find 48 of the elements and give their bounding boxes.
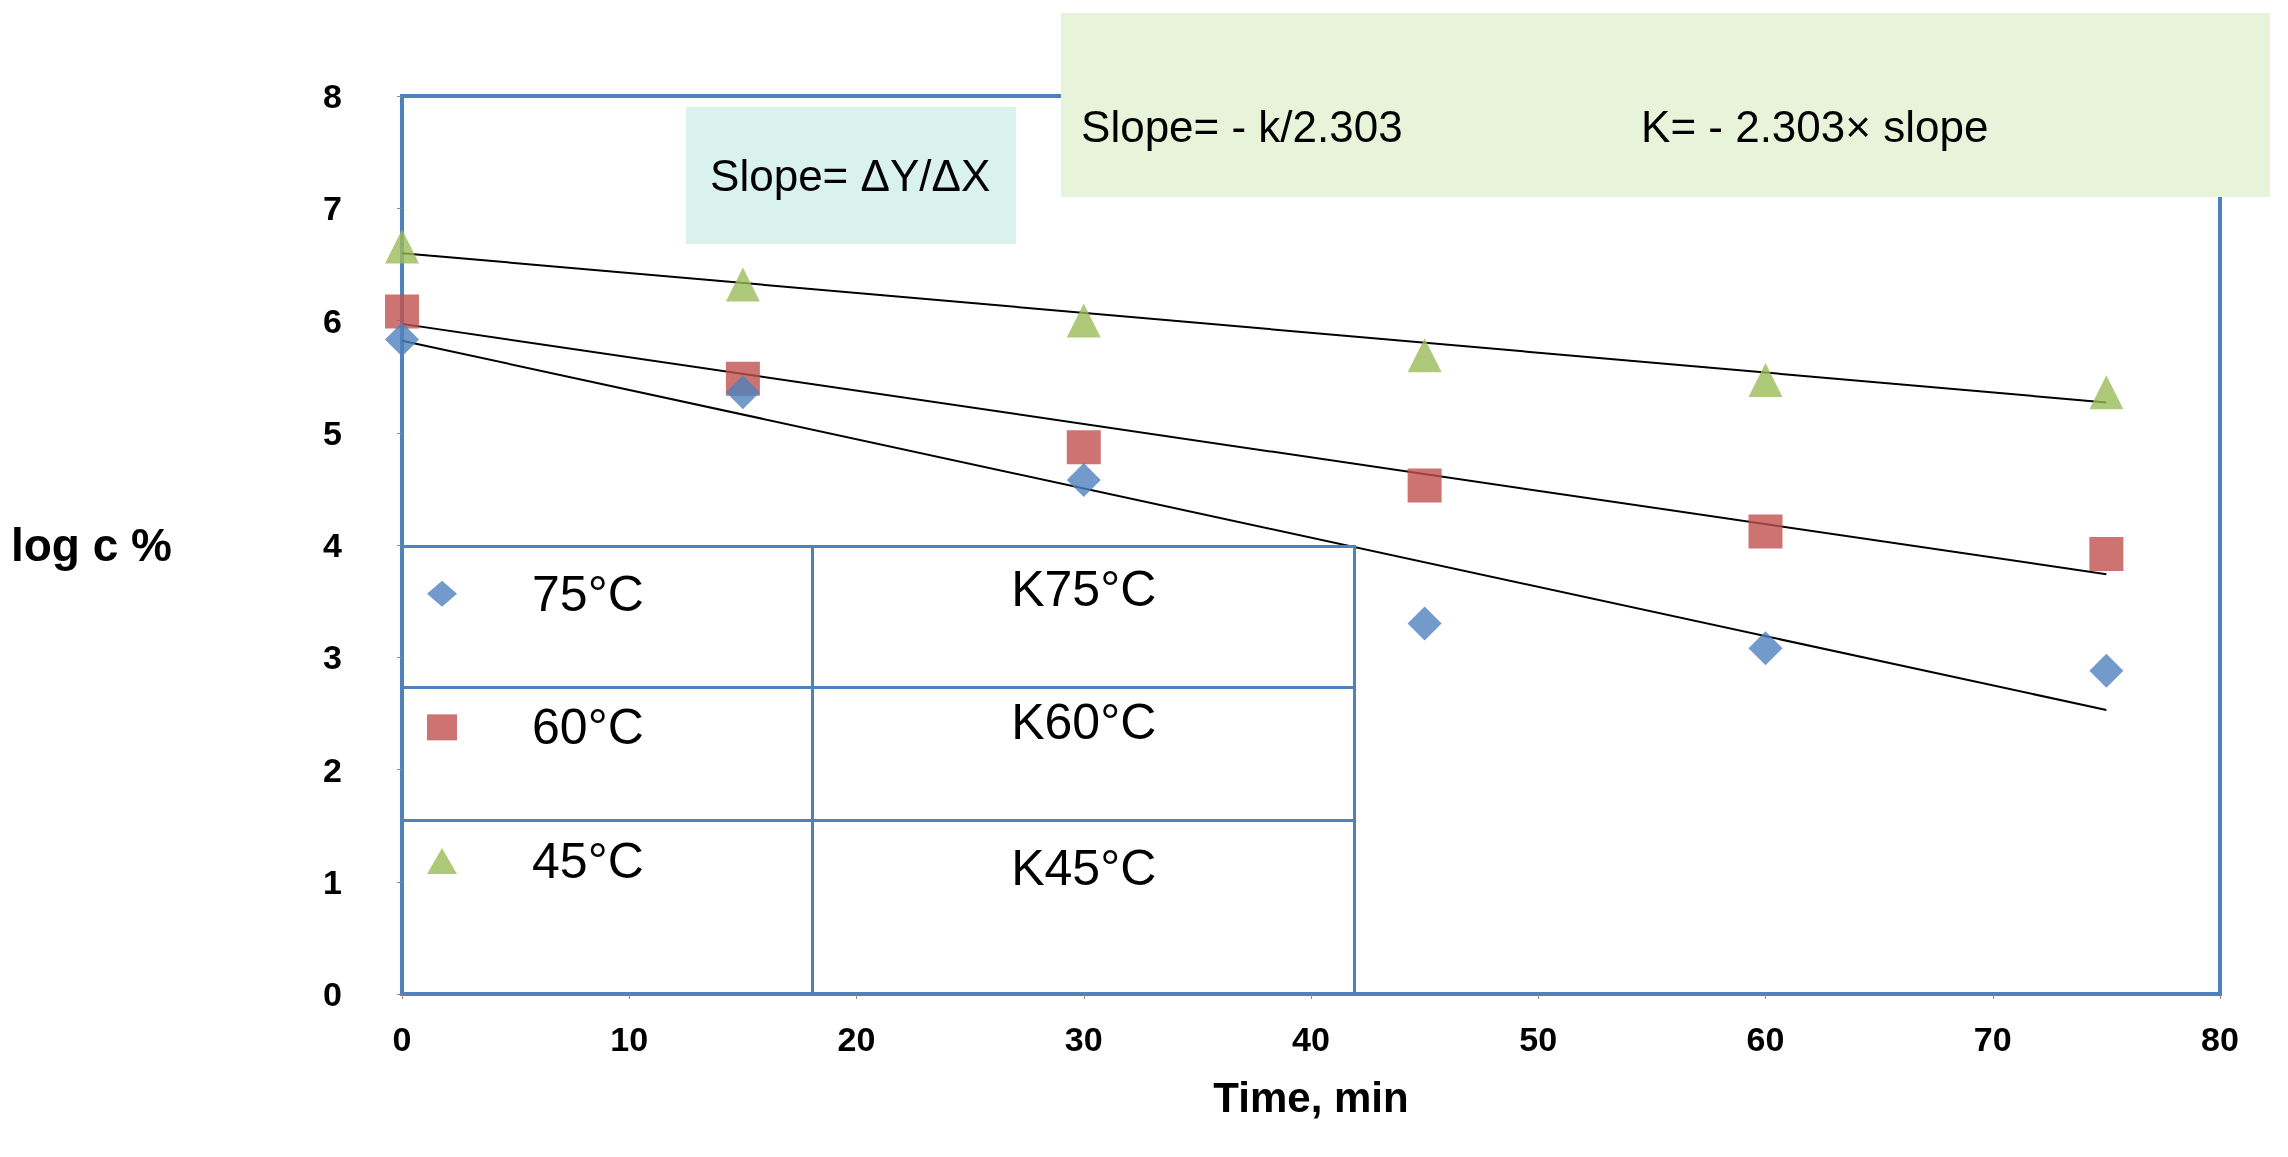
- point: [385, 294, 420, 329]
- y-tick-label: 2: [323, 750, 343, 789]
- annotation: K60°C: [1011, 694, 1157, 751]
- annotation: K= - 2.303× slope: [1641, 102, 1989, 152]
- point: [1748, 631, 1783, 666]
- point: [1066, 430, 1101, 465]
- x-tick-label: 10: [610, 1020, 649, 1058]
- y-tick-label: 0: [323, 975, 343, 1013]
- note-box: Slope= - k/2.303 K= - 2.303× slope: [1061, 13, 2270, 197]
- point: [1066, 462, 1101, 497]
- x-tick-label: 0: [392, 1020, 412, 1058]
- y-tick-label: 5: [323, 413, 343, 452]
- point: [385, 229, 420, 264]
- y-tick-label: 1: [323, 862, 343, 901]
- point: [1407, 338, 1442, 373]
- point: [2089, 536, 2124, 571]
- point: [385, 322, 420, 357]
- note-box: Slope= ΔY/ΔX: [686, 107, 1016, 245]
- annotation: Slope= ΔY/ΔX: [710, 150, 991, 200]
- point: [1407, 606, 1442, 641]
- legend-label: 75°C: [532, 565, 644, 622]
- legend-label: 60°C: [532, 699, 644, 756]
- y-tick-label: 4: [323, 526, 343, 564]
- point: [1407, 468, 1442, 503]
- x-tick-label: 70: [1973, 1020, 2012, 1058]
- x-tick-label: 30: [1064, 1020, 1103, 1058]
- x-tick-label: 80: [2201, 1020, 2239, 1058]
- point: [2089, 653, 2124, 688]
- point: [2089, 375, 2124, 410]
- point: [1748, 514, 1783, 549]
- x-tick-label: 20: [837, 1020, 876, 1058]
- x-tick-label: 50: [1519, 1020, 1558, 1058]
- point: [1748, 362, 1783, 397]
- x-axis-title: Time, min: [1213, 1073, 1409, 1121]
- y-tick-label: 6: [323, 301, 343, 340]
- x-tick-label: 40: [1292, 1020, 1330, 1058]
- annotation: Slope= - k/2.303: [1081, 102, 1403, 152]
- point: [725, 375, 760, 410]
- x-tick-label: 60: [1746, 1020, 1785, 1058]
- y-axis-title: log c %: [10, 519, 173, 571]
- point: [1066, 303, 1101, 338]
- y-tick-label: 8: [323, 77, 343, 115]
- y-tick-label: 3: [323, 638, 343, 677]
- point: [725, 267, 760, 302]
- annotation: K45°C: [1011, 840, 1157, 897]
- y-tick-label: 7: [323, 189, 343, 228]
- legend-label: 45°C: [532, 832, 644, 889]
- annotation: K75°C: [1011, 560, 1157, 617]
